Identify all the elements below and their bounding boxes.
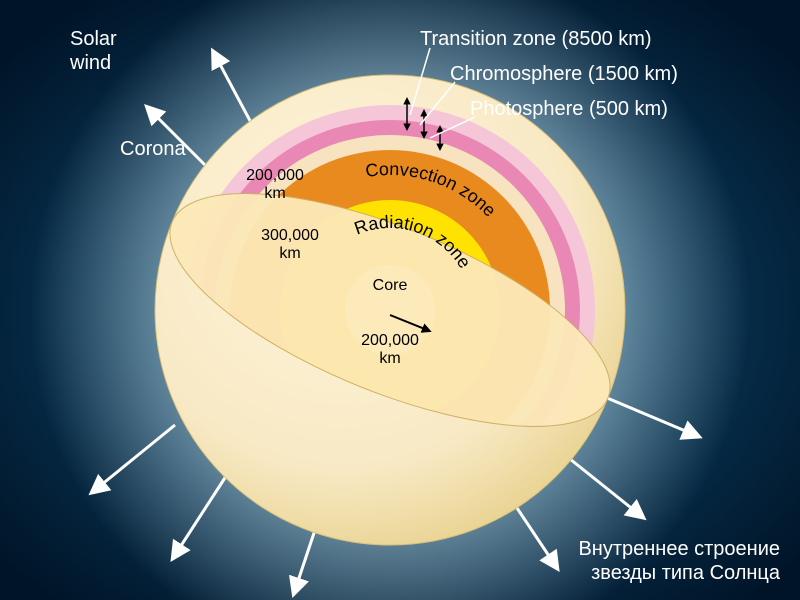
- caption-line-2: звезды типа Солнца: [591, 562, 781, 584]
- label-200k-b-2: km: [379, 350, 400, 367]
- label-solar-wind-1: Solar: [70, 28, 117, 50]
- label-corona: Corona: [120, 138, 186, 160]
- label-300k-1: 300,000: [261, 227, 319, 244]
- label-photosphere: Photosphere (500 km): [470, 98, 668, 120]
- label-chromosphere: Chromosphere (1500 km): [450, 63, 678, 85]
- sun-structure-diagram: Solar wind Corona Transition zone (8500 …: [0, 0, 800, 600]
- label-transition: Transition zone (8500 km): [420, 28, 652, 50]
- label-300k-2: km: [279, 245, 300, 262]
- label-200k-a-2: km: [264, 185, 285, 202]
- label-200k-b-1: 200,000: [361, 332, 419, 349]
- label-core: Core: [373, 277, 408, 294]
- caption-line-1: Внутреннее строение: [578, 538, 780, 560]
- label-solar-wind-2: wind: [69, 52, 111, 74]
- label-200k-a-1: 200,000: [246, 167, 304, 184]
